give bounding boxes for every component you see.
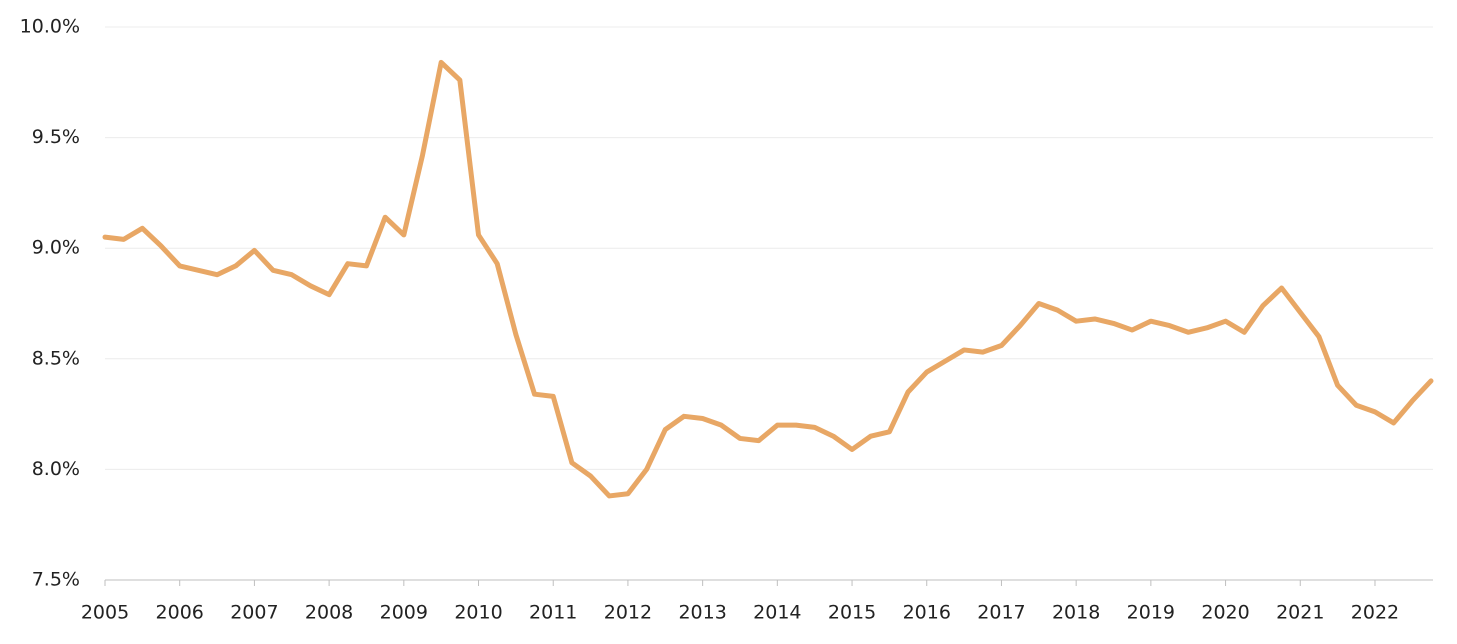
x-tick-label: 2019	[1127, 602, 1175, 624]
y-tick-label: 8.0%	[32, 458, 80, 480]
x-tick-label: 2015	[828, 602, 876, 624]
x-tick-label: 2007	[230, 602, 278, 624]
x-tick-label: 2017	[977, 602, 1025, 624]
data-line	[102, 59, 1434, 499]
x-tick-label: 2013	[678, 602, 726, 624]
x-tick-label: 2022	[1351, 602, 1399, 624]
x-tick-label: 2006	[156, 602, 204, 624]
x-tick-label: 2014	[753, 602, 801, 624]
y-tick-label: 9.5%	[32, 126, 80, 148]
x-tick-label: 2018	[1052, 602, 1100, 624]
x-tick-label: 2012	[604, 602, 652, 624]
y-tick-label: 9.0%	[32, 237, 80, 259]
x-tick-label: 2009	[380, 602, 428, 624]
x-tick-label: 2011	[529, 602, 577, 624]
x-tick-label: 2021	[1276, 602, 1324, 624]
y-tick-label: 10.0%	[20, 16, 80, 38]
x-tick-label: 2016	[903, 602, 951, 624]
x-tick-label: 2020	[1201, 602, 1249, 624]
y-tick-label: 7.5%	[32, 569, 80, 591]
x-tick-label: 2010	[454, 602, 502, 624]
x-tick-label: 2005	[81, 602, 129, 624]
y-tick-label: 8.5%	[32, 347, 80, 369]
x-tick-label: 2008	[305, 602, 353, 624]
